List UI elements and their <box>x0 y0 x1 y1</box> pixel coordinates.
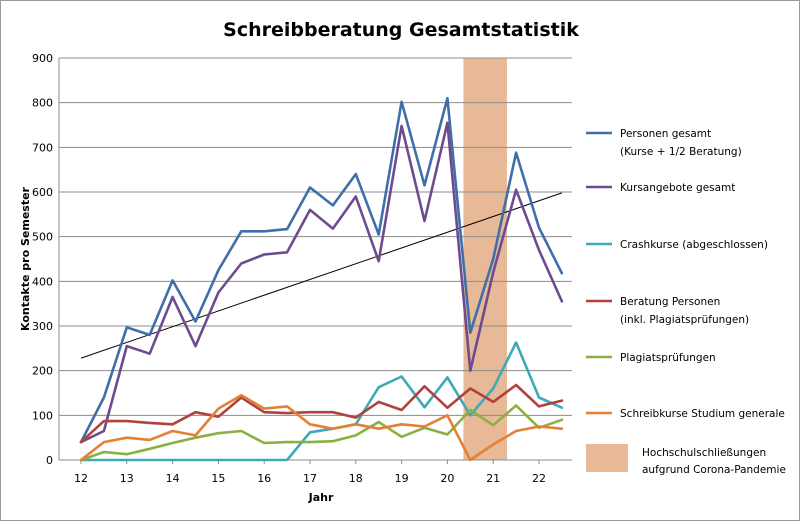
legend-band-label: Hochschulschließungen <box>642 447 766 459</box>
y-tick-label: 900 <box>32 52 53 65</box>
series-line-5 <box>79 404 564 462</box>
x-tick-label: 13 <box>120 472 134 485</box>
y-tick-label: 300 <box>32 320 53 333</box>
legend-label: Plagiatsprüfungen <box>620 352 716 364</box>
corona-closure-band <box>463 58 507 460</box>
x-tick-label: 22 <box>532 472 546 485</box>
y-tick-label: 0 <box>46 454 53 467</box>
chart-title: Schreibberatung Gesamtstatistik <box>223 19 579 41</box>
legend-label: Kursangebote gesamt <box>620 182 735 194</box>
x-tick-label: 21 <box>486 472 500 485</box>
trend-line <box>80 192 563 359</box>
x-tick-label: 18 <box>349 472 363 485</box>
y-tick-label: 400 <box>32 275 53 288</box>
y-tick-label: 800 <box>32 97 53 110</box>
x-tick-label: 20 <box>440 472 454 485</box>
series-line-6 <box>79 393 564 462</box>
x-axis-title: Jahr <box>308 491 334 504</box>
legend-band-swatch <box>586 444 628 472</box>
y-tick-label: 100 <box>32 409 53 422</box>
legend: Personen gesamt (Kurse + 1/2 Beratung) Kur… <box>586 128 786 476</box>
series-line-1 <box>79 96 564 444</box>
legend-band-label-line2: aufgrund Corona-Pandemie <box>642 464 786 476</box>
series-line-4 <box>79 383 564 444</box>
x-tick-label: 14 <box>166 472 180 485</box>
legend-label: Crashkurse (abgeschlossen) <box>620 239 768 251</box>
y-tick-label: 500 <box>32 231 53 244</box>
series-line-3 <box>79 341 564 462</box>
x-tick-label: 19 <box>395 472 409 485</box>
x-tick-label: 17 <box>303 472 317 485</box>
y-tick-label: 700 <box>32 141 53 154</box>
x-tick-label: 16 <box>257 472 271 485</box>
legend-label-line2: (Kurse + 1/2 Beratung) <box>620 146 742 158</box>
series-line-2 <box>79 121 564 444</box>
x-tick-label: 12 <box>74 472 88 485</box>
y-tick-label: 600 <box>32 186 53 199</box>
legend-label: Beratung Personen <box>620 296 720 308</box>
x-tick-label: 15 <box>211 472 225 485</box>
y-axis-title: Kontakte pro Semester <box>19 186 32 331</box>
legend-label-line2: (inkl. Plagiatsprüfungen) <box>620 314 749 326</box>
legend-label: Personen gesamt <box>620 128 711 140</box>
legend-label: Schreibkurse Studium generale <box>620 408 785 420</box>
y-tick-label: 200 <box>32 365 53 378</box>
